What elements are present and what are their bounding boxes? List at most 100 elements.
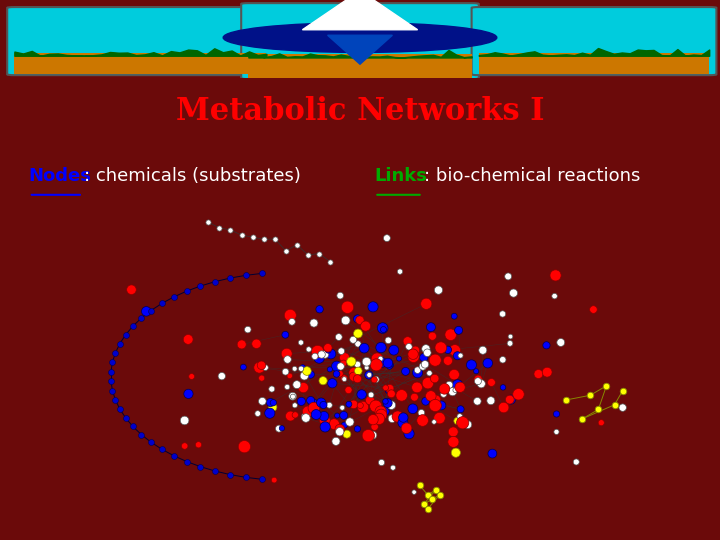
Point [454,412,466,421]
Point [334,369,346,378]
Point [156,299,168,308]
Point [505,395,517,404]
Point [421,348,433,357]
Point [331,411,343,420]
Point [379,397,391,406]
Point [367,302,379,311]
Point [397,418,409,427]
Point [181,287,192,295]
Point [282,383,293,391]
Point [156,445,168,454]
Point [256,397,267,406]
Point [497,355,508,364]
Point [375,354,387,363]
Point [273,424,284,433]
Point [555,338,567,347]
Point [183,389,194,398]
Point [617,386,629,395]
Point [303,345,315,354]
Point [551,428,562,436]
Point [449,386,461,395]
Point [487,449,498,458]
Point [373,415,384,423]
Point [238,442,250,451]
Point [371,361,382,369]
Point [336,347,347,355]
Point [209,278,220,286]
Point [363,431,374,440]
Point [256,361,267,369]
Point [450,448,462,457]
Point [377,324,389,333]
Point [426,495,438,504]
Point [427,332,438,341]
Point [363,370,374,379]
Point [280,367,292,376]
Point [513,390,524,399]
Point [449,370,460,379]
Point [576,415,588,423]
Point [238,363,249,372]
Point [550,271,562,280]
Point [320,423,331,431]
Point [387,414,398,423]
Point [382,359,394,367]
Point [331,362,343,370]
Point [105,377,117,386]
Point [570,458,582,467]
Point [457,418,469,427]
Point [375,407,387,416]
Point [224,274,235,282]
Point [403,342,415,351]
Point [384,384,395,393]
Point [396,391,408,400]
Point [328,420,340,428]
Point [377,358,388,367]
Point [168,451,179,460]
FancyBboxPatch shape [241,3,479,79]
Point [448,428,459,436]
Point [338,359,349,368]
Point [338,374,350,382]
Point [240,473,251,482]
Point [472,375,484,383]
Text: : bio-chemical reactions: : bio-chemical reactions [424,167,641,185]
Point [279,330,291,339]
Point [593,405,604,414]
Point [348,400,359,409]
Point [276,424,288,433]
Point [120,330,131,339]
Point [299,372,310,380]
Point [425,392,436,400]
Polygon shape [328,35,392,64]
Point [408,488,420,496]
Point [417,416,428,425]
Point [240,271,251,280]
Point [309,352,320,361]
Point [504,339,516,348]
Point [455,405,467,414]
Circle shape [223,23,497,52]
Point [430,396,441,404]
Point [281,349,292,358]
Point [338,411,349,420]
Point [375,343,387,352]
Point [380,383,392,392]
Point [351,424,363,433]
Point [340,316,351,325]
Point [335,291,346,300]
Point [422,490,433,499]
Point [472,377,484,386]
Point [300,414,312,422]
Point [383,386,395,395]
Point [541,341,552,349]
Point [324,365,336,374]
Point [451,352,463,360]
Point [307,399,319,408]
Point [541,368,553,376]
Point [438,384,450,393]
Point [235,231,247,239]
Point [388,346,400,354]
Point [393,354,405,363]
Point [508,289,519,298]
